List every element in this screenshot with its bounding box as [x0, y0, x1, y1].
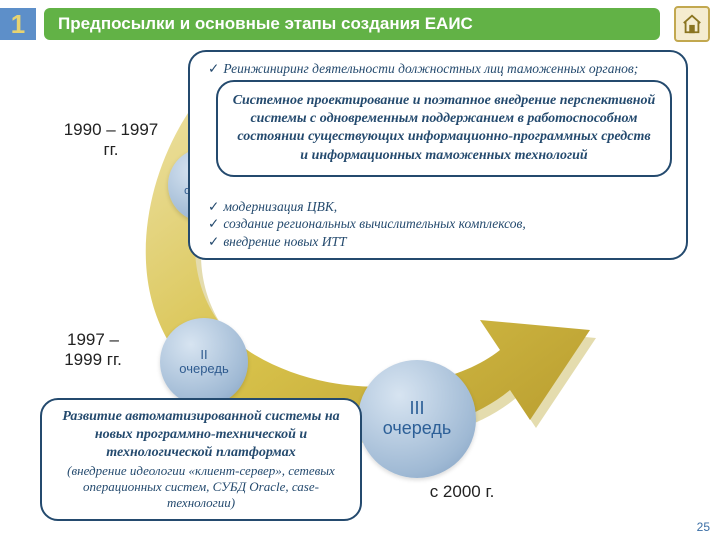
callout-bottom-title: Развитие автоматизированной системы на н… [56, 408, 346, 463]
callout-top-inner: Системное проектирование и поэтапное вне… [216, 80, 672, 177]
home-icon[interactable] [674, 6, 710, 42]
stage-3-circle: III очередь [358, 360, 476, 478]
slide-number-badge: 1 [0, 8, 36, 40]
stage-2-date: 1997 – 1999 гг. [48, 330, 138, 370]
callout-top-line3: создание региональных вычислительных ком… [208, 215, 672, 233]
stage-2-circle: II очередь [160, 318, 248, 406]
slide-title: Предпосылки и основные этапы создания ЕА… [44, 8, 660, 40]
stage-1-date: 1990 – 1997 гг. [56, 120, 166, 160]
stage-3-label: очередь [383, 419, 452, 439]
callout-bottom-sub: (внедрение идеологии «клиент-сервер», се… [56, 463, 346, 511]
stage-3-date: с 2000 г. [402, 482, 522, 502]
page-number: 25 [697, 520, 710, 534]
callout-bottom: Развитие автоматизированной системы на н… [40, 398, 362, 521]
header-bar: 1 Предпосылки и основные этапы создания … [0, 8, 720, 40]
stage-2-roman: II [200, 348, 207, 362]
callout-top-line2: модернизация ЦВК, [208, 198, 672, 216]
stage-3-roman: III [409, 399, 424, 419]
callout-top-line4: внедрение новых ИТТ [208, 233, 672, 251]
callout-top-line1: Реинжиниринг деятельности должностных ли… [208, 60, 672, 78]
stage-2-label: очередь [179, 362, 228, 376]
